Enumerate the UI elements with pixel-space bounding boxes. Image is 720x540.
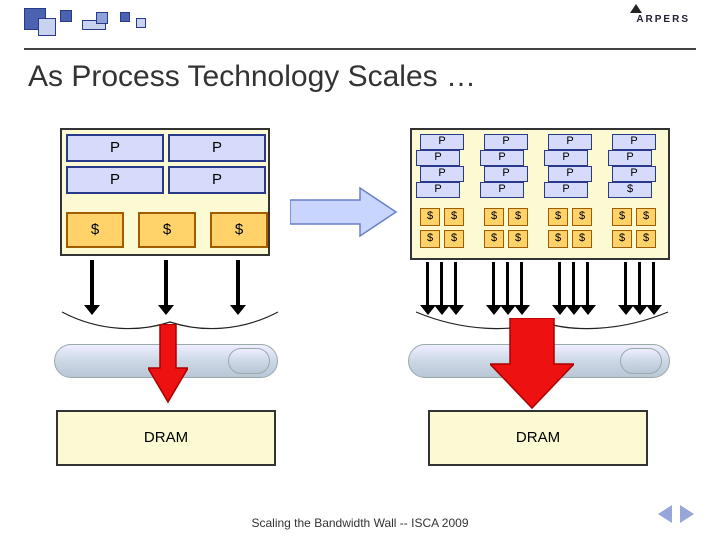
header-rule: [24, 48, 696, 50]
processor-box: P: [416, 150, 460, 166]
cache-box: $: [484, 230, 504, 248]
cache-box: $: [484, 208, 504, 226]
arrow-down: [558, 262, 561, 306]
cache-box: $: [636, 208, 656, 226]
processor-box: P: [168, 166, 266, 194]
right-chip: P P P P $ $ $ $ P P P P $ $ $ $ P P P P …: [410, 128, 670, 260]
arrow-down: [236, 260, 240, 306]
next-slide-icon[interactable]: [680, 505, 694, 523]
header-ornament: [24, 6, 284, 38]
cache-box: $: [444, 230, 464, 248]
cache-box: $: [572, 208, 592, 226]
scale-arrow: [290, 186, 398, 238]
processor-box: P: [66, 134, 164, 162]
cache-box: $: [420, 208, 440, 226]
cache-box: $: [66, 212, 124, 248]
bandwidth-pill-end: [228, 348, 270, 374]
diagram-stage: P P P P $ $ $ DRAM P P P P $ $ $ $ P: [30, 110, 690, 490]
processor-box: P: [608, 150, 652, 166]
cache-box: $: [612, 208, 632, 226]
cache-box: $: [508, 208, 528, 226]
dram-box: DRAM: [56, 410, 276, 466]
arrow-down: [454, 262, 457, 306]
arrow-down: [426, 262, 429, 306]
slide-nav: [654, 505, 694, 528]
cache-box: $: [444, 208, 464, 226]
slide-footer: Scaling the Bandwidth Wall -- ISCA 2009: [0, 516, 720, 530]
processor-box: P: [480, 150, 524, 166]
arrow-down: [652, 262, 655, 306]
arrow-down: [506, 262, 509, 306]
arrow-down: [90, 260, 94, 306]
processor-box: P: [416, 182, 460, 198]
processor-box: P: [484, 166, 528, 182]
cache-box: $: [420, 230, 440, 248]
cache-box: $: [548, 208, 568, 226]
arrow-down: [492, 262, 495, 306]
processor-box: P: [484, 134, 528, 150]
processor-box: P: [548, 166, 592, 182]
processor-box: P: [420, 166, 464, 182]
processor-box: P: [548, 134, 592, 150]
arrow-down: [586, 262, 589, 306]
processor-box: P: [612, 134, 656, 150]
cache-box: $: [138, 212, 196, 248]
big-arrow-red: [148, 324, 188, 404]
cache-box: $: [572, 230, 592, 248]
processor-box: P: [544, 150, 588, 166]
brand-logo: ARPERS: [636, 14, 690, 25]
left-chip: P P P P $ $ $: [60, 128, 270, 256]
dram-box: DRAM: [428, 410, 648, 466]
prev-slide-icon[interactable]: [658, 505, 672, 523]
arrow-down: [638, 262, 641, 306]
processor-box: P: [612, 166, 656, 182]
cache-box: $: [210, 212, 268, 248]
arrow-down: [520, 262, 523, 306]
big-arrow-red: [490, 318, 574, 410]
bandwidth-pill-end: [620, 348, 662, 374]
processor-box: P: [66, 166, 164, 194]
cache-box: $: [508, 230, 528, 248]
cache-box: $: [548, 230, 568, 248]
arrow-down: [624, 262, 627, 306]
processor-box: P: [544, 182, 588, 198]
processor-box: P: [420, 134, 464, 150]
processor-box: P: [480, 182, 524, 198]
arrow-down: [164, 260, 168, 306]
arrow-down: [440, 262, 443, 306]
processor-box: $: [608, 182, 652, 198]
processor-box: P: [168, 134, 266, 162]
cache-box: $: [636, 230, 656, 248]
cache-box: $: [612, 230, 632, 248]
slide-title: As Process Technology Scales …: [28, 60, 476, 94]
arrow-down: [572, 262, 575, 306]
